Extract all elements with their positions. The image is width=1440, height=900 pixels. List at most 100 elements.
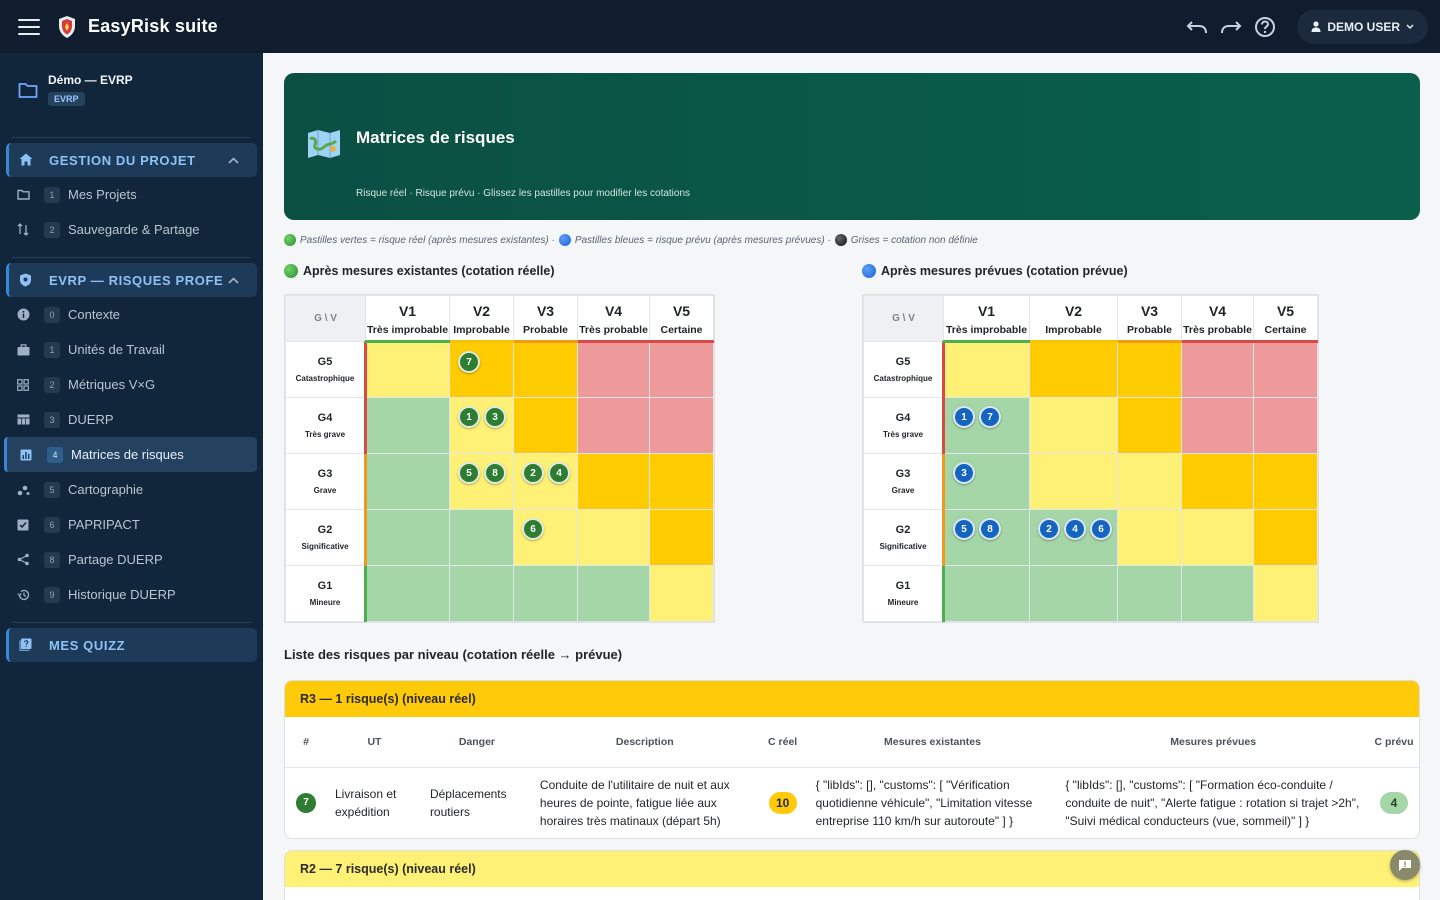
folder-icon <box>16 188 30 202</box>
risk-chip[interactable]: 8 <box>484 462 506 484</box>
matrix-cell-g3-v3[interactable] <box>1117 453 1182 510</box>
risk-chip[interactable]: 8 <box>979 518 1001 540</box>
risk-chip[interactable]: 2 <box>1038 518 1060 540</box>
matrix-cell-g5-v1[interactable] <box>365 341 450 398</box>
matrix-cell-g3-v5[interactable] <box>1253 453 1318 510</box>
matrix-cell-g2-v3[interactable]: 6 <box>513 509 578 566</box>
sidebar-item-unites-travail[interactable]: 1 Unités de Travail <box>0 332 257 367</box>
sidebar-item-mes-projets[interactable]: 1 Mes Projets <box>0 177 257 212</box>
risk-chip[interactable]: 7 <box>458 351 480 373</box>
sidebar-item-partage-duerp[interactable]: 8 Partage DUERP <box>0 542 257 577</box>
group-header[interactable]: R3 — 1 risque(s) (niveau réel) <box>285 681 1419 717</box>
table-row[interactable]: 7 Livraison et expédition Déplacements r… <box>285 767 1419 838</box>
sidebar-item-sauvegarde[interactable]: 2 Sauvegarde & Partage <box>0 212 257 247</box>
risk-chip[interactable]: 5 <box>458 462 480 484</box>
matrix-cell-g1-v1[interactable] <box>365 565 450 622</box>
matrix-cell-g1-v1[interactable] <box>943 565 1030 622</box>
row-header-g3: G3 Grave <box>285 453 367 510</box>
risk-chip[interactable]: 3 <box>484 406 506 428</box>
matrix-cell-g3-v5[interactable] <box>649 453 714 510</box>
matrix-cell-g5-v2[interactable]: 7 <box>449 341 514 398</box>
sidebar-item-cartographie[interactable]: 5 Cartographie <box>0 472 257 507</box>
matrix-cell-g2-v1[interactable] <box>365 509 450 566</box>
risk-chip[interactable]: 7 <box>979 406 1001 428</box>
matrix-cell-g3-v4[interactable] <box>1181 453 1254 510</box>
risk-table: # UT Danger Description C réel Mesures e… <box>285 717 1419 838</box>
current-project[interactable]: Démo — EVRP EVRP <box>0 53 263 127</box>
redo-icon[interactable] <box>1219 15 1243 39</box>
row-header-g2: G2 Significative <box>863 509 945 566</box>
risk-chip[interactable]: 6 <box>1090 518 1112 540</box>
vraisemblance-code: V1 <box>398 302 417 319</box>
risk-chip[interactable]: 1 <box>458 406 480 428</box>
risk-chip[interactable]: 5 <box>953 518 975 540</box>
matrix-cell-g1-v5[interactable] <box>1253 565 1318 622</box>
matrix-cell-g5-v1[interactable] <box>943 341 1030 398</box>
matrix-cell-g4-v2[interactable] <box>1029 397 1118 454</box>
matrix-cell-g4-v4[interactable] <box>1181 397 1254 454</box>
sidebar-item-duerp[interactable]: 3 DUERP <box>0 402 257 437</box>
matrix-cell-g4-v4[interactable] <box>577 397 650 454</box>
sidebar-item-contexte[interactable]: 0 Contexte <box>0 297 257 332</box>
col-existing: Mesures existantes <box>807 717 1058 768</box>
help-icon[interactable] <box>1253 15 1277 39</box>
group-header[interactable]: R2 — 7 risque(s) (niveau réel) <box>285 851 1419 887</box>
matrix-cell-g2-v3[interactable] <box>1117 509 1182 566</box>
sidebar-item-metriques[interactable]: 2 Métriques V×G <box>0 367 257 402</box>
matrix-cell-g1-v4[interactable] <box>1181 565 1254 622</box>
gravite-code: G2 <box>317 524 333 536</box>
matrix-cell-g5-v4[interactable] <box>1181 341 1254 398</box>
matrix-cell-g3-v1[interactable] <box>365 453 450 510</box>
sidebar-item-historique[interactable]: 9 Historique DUERP <box>0 577 257 612</box>
matrix-cell-g1-v3[interactable] <box>1117 565 1182 622</box>
feedback-icon[interactable] <box>1390 850 1420 880</box>
menu-icon[interactable] <box>18 18 40 35</box>
page-subtitle: Risque réel · Risque prévu · Glissez les… <box>356 188 691 199</box>
matrix-cell-g4-v5[interactable] <box>649 397 714 454</box>
matrix-cell-g1-v2[interactable] <box>449 565 514 622</box>
matrix-cell-g2-v5[interactable] <box>649 509 714 566</box>
user-menu-button[interactable]: DEMO USER <box>1297 9 1428 44</box>
matrix-cell-g5-v5[interactable] <box>1253 341 1318 398</box>
matrix-cell-g2-v2[interactable] <box>449 509 514 566</box>
vraisemblance-label: Très improbable <box>366 323 449 336</box>
matrix-cell-g3-v1[interactable]: 3 <box>943 453 1030 510</box>
matrix-cell-g5-v5[interactable] <box>649 341 714 398</box>
matrix-cell-g1-v5[interactable] <box>649 565 714 622</box>
risk-chip[interactable]: 6 <box>522 518 544 540</box>
risk-chip[interactable]: 4 <box>548 462 570 484</box>
matrix-cell-g5-v3[interactable] <box>1117 341 1182 398</box>
matrix-cell-g1-v2[interactable] <box>1029 565 1118 622</box>
matrix-cell-g1-v4[interactable] <box>577 565 650 622</box>
matrix-cell-g4-v3[interactable] <box>1117 397 1182 454</box>
matrix-cell-g4-v5[interactable] <box>1253 397 1318 454</box>
matrix-cell-g5-v4[interactable] <box>577 341 650 398</box>
section-mes-quizz[interactable]: MES QUIZZ <box>6 628 257 662</box>
matrix-cell-g1-v3[interactable] <box>513 565 578 622</box>
undo-icon[interactable] <box>1185 15 1209 39</box>
matrix-cell-g3-v2[interactable] <box>1029 453 1118 510</box>
risk-chip[interactable]: 4 <box>1064 518 1086 540</box>
matrix-cell-g2-v4[interactable] <box>1181 509 1254 566</box>
matrix-cell-g5-v2[interactable] <box>1029 341 1118 398</box>
blue-dot-icon <box>558 234 571 246</box>
risk-chip[interactable]: 2 <box>522 462 544 484</box>
matrix-cell-g4-v1[interactable] <box>365 397 450 454</box>
risk-chip[interactable]: 3 <box>953 462 975 484</box>
matrix-cell-g3-v4[interactable] <box>577 453 650 510</box>
matrix-cell-g2-v4[interactable] <box>577 509 650 566</box>
risk-chip[interactable]: 1 <box>953 406 975 428</box>
matrix-cell-g4-v3[interactable] <box>513 397 578 454</box>
section-evrp[interactable]: EVRP — RISQUES PROFE <box>6 263 257 297</box>
matrix-cell-g2-v5[interactable] <box>1253 509 1318 566</box>
section-gestion-projet[interactable]: GESTION DU PROJET <box>6 143 257 177</box>
sidebar-item-papripact[interactable]: 6 PAPRIPACT <box>0 507 257 542</box>
matrix-cell-g5-v3[interactable] <box>513 341 578 398</box>
sidebar-item-matrices[interactable]: 4 Matrices de risques <box>4 437 257 472</box>
